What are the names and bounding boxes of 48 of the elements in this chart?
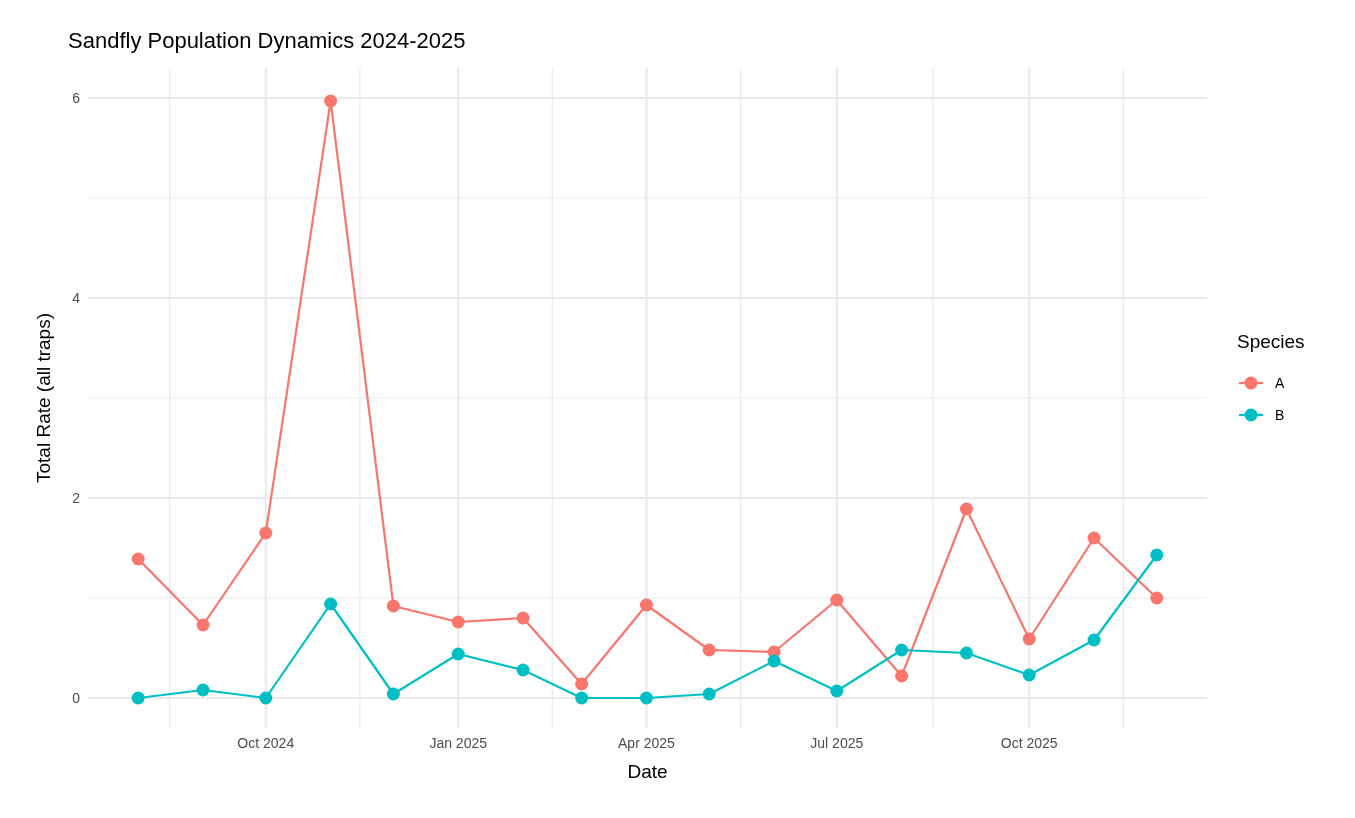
point (895, 643, 909, 657)
point (702, 687, 716, 701)
point (639, 691, 653, 705)
y-tick-label: 4 (72, 289, 81, 306)
point (386, 599, 400, 613)
point (196, 683, 210, 697)
chart-title: Sandfly Population Dynamics 2024-2025 (68, 28, 466, 53)
point (259, 691, 273, 705)
point (702, 643, 716, 657)
point (386, 687, 400, 701)
point (131, 691, 145, 705)
point (1150, 591, 1164, 605)
point (639, 598, 653, 612)
point (1150, 548, 1164, 562)
point (1022, 632, 1036, 646)
point (259, 526, 273, 540)
point (196, 618, 210, 632)
x-tick-label: Oct 2024 (237, 735, 295, 751)
point (1022, 668, 1036, 682)
x-tick-label: Jul 2025 (810, 735, 864, 751)
legend-label: A (1275, 374, 1285, 391)
y-tick-label: 6 (72, 89, 81, 106)
point (830, 684, 844, 698)
x-axis-title: Date (627, 761, 668, 782)
x-tick-label: Oct 2025 (1000, 735, 1058, 751)
point (1087, 531, 1101, 545)
point (959, 502, 973, 516)
point (324, 94, 338, 108)
point (959, 646, 973, 660)
legend-title: Species (1237, 331, 1305, 352)
point (575, 677, 589, 691)
x-tick-label: Jan 2025 (429, 735, 488, 751)
point (1087, 633, 1101, 647)
point (516, 611, 530, 625)
point (516, 663, 530, 677)
y-tick-label: 2 (72, 489, 81, 506)
point (131, 552, 145, 566)
x-tick-label: Apr 2025 (618, 735, 676, 751)
point (451, 615, 465, 629)
point (895, 669, 909, 683)
legend-label: B (1275, 406, 1285, 423)
y-axis-title: Total Rate (all traps) (33, 312, 54, 484)
point (830, 593, 844, 607)
y-tick-label: 0 (72, 689, 81, 706)
point (451, 647, 465, 661)
point (767, 654, 781, 668)
point (324, 597, 338, 611)
point (575, 691, 589, 705)
